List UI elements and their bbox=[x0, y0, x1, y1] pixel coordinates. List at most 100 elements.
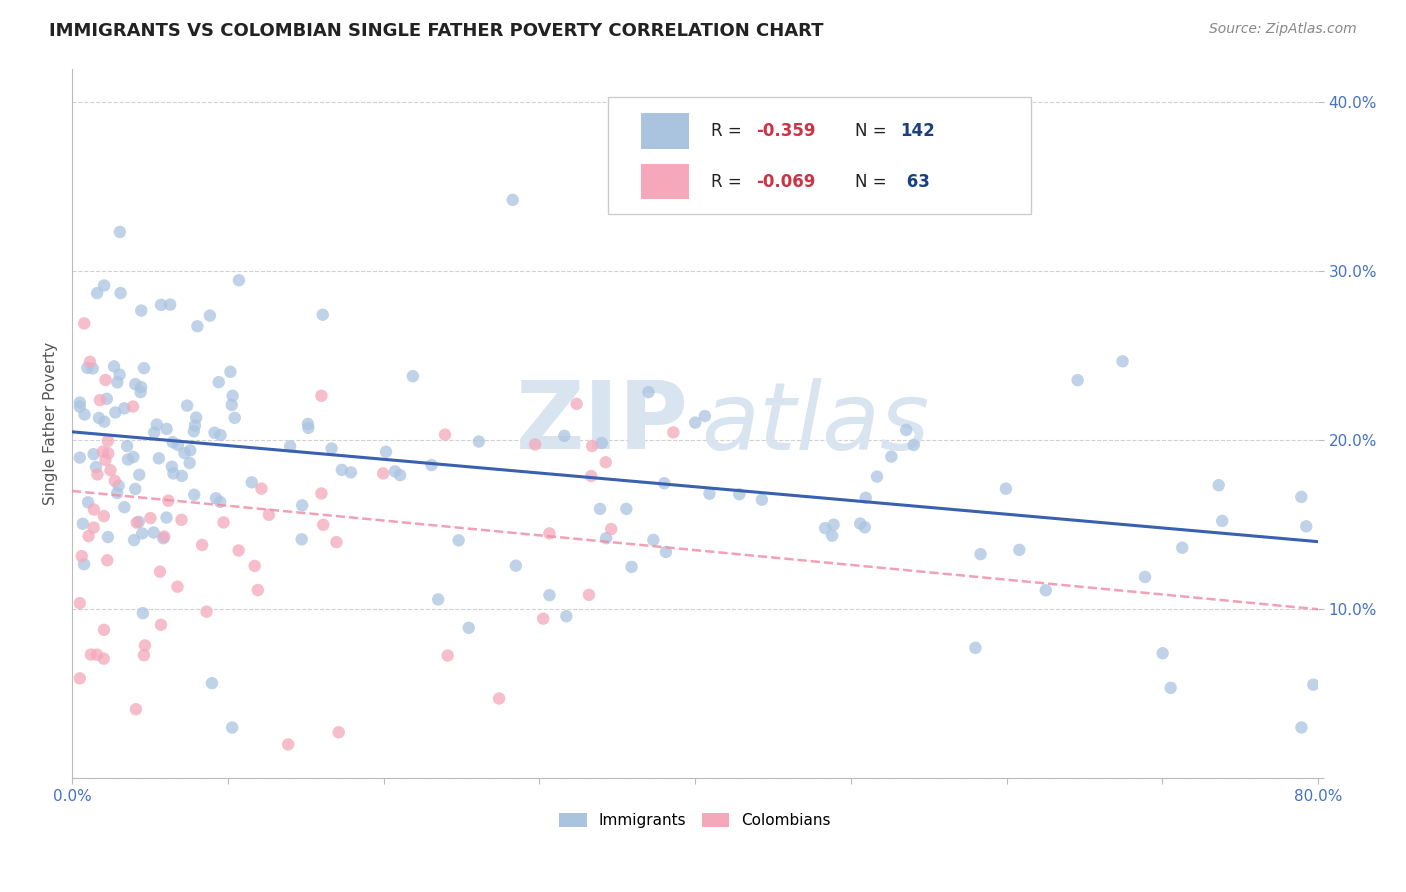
Point bbox=[166, 580, 188, 594]
Point bbox=[221, 398, 243, 412]
Point bbox=[89, 393, 111, 408]
Point bbox=[73, 558, 96, 572]
Point bbox=[183, 424, 205, 438]
Point bbox=[208, 375, 231, 389]
Point bbox=[179, 456, 201, 470]
Point bbox=[212, 516, 235, 530]
Point bbox=[103, 359, 125, 374]
Point bbox=[1171, 541, 1194, 555]
Point bbox=[579, 469, 602, 483]
Text: R =: R = bbox=[711, 122, 747, 140]
Point bbox=[221, 389, 243, 403]
Point bbox=[325, 535, 347, 549]
Point bbox=[110, 285, 132, 300]
Point bbox=[198, 309, 221, 323]
Point bbox=[538, 526, 561, 541]
Point bbox=[170, 513, 193, 527]
Point bbox=[76, 360, 98, 375]
Point bbox=[291, 498, 314, 512]
Point bbox=[311, 486, 333, 500]
Point bbox=[565, 397, 588, 411]
Point bbox=[122, 450, 145, 464]
Point bbox=[128, 467, 150, 482]
Point bbox=[903, 438, 925, 452]
Point bbox=[93, 651, 115, 665]
Point bbox=[72, 516, 94, 531]
Point bbox=[591, 436, 613, 450]
Point bbox=[505, 558, 527, 573]
Point bbox=[96, 392, 118, 406]
Text: -0.069: -0.069 bbox=[756, 173, 815, 191]
Point bbox=[1302, 678, 1324, 692]
Point bbox=[108, 225, 131, 239]
Point bbox=[880, 450, 903, 464]
Point bbox=[581, 439, 603, 453]
Point bbox=[468, 434, 491, 449]
Point bbox=[94, 453, 117, 467]
Text: -0.359: -0.359 bbox=[756, 122, 815, 140]
Point bbox=[595, 531, 617, 545]
Point bbox=[96, 553, 118, 567]
Point bbox=[531, 612, 554, 626]
Bar bbox=[641, 113, 689, 149]
Point bbox=[620, 560, 643, 574]
Point bbox=[131, 526, 153, 541]
Point bbox=[70, 549, 93, 563]
Point bbox=[152, 531, 174, 545]
Point bbox=[124, 482, 146, 496]
Point bbox=[1295, 519, 1317, 533]
Point bbox=[105, 376, 128, 390]
Point bbox=[855, 491, 877, 505]
Point bbox=[157, 493, 180, 508]
Point bbox=[160, 459, 183, 474]
Point bbox=[699, 487, 721, 501]
Point bbox=[589, 501, 612, 516]
Point bbox=[155, 422, 177, 436]
Point bbox=[595, 455, 617, 469]
Text: 63: 63 bbox=[901, 173, 929, 191]
Point bbox=[814, 521, 837, 535]
Point bbox=[79, 355, 101, 369]
Point bbox=[69, 400, 91, 414]
Point bbox=[553, 429, 575, 443]
Point bbox=[191, 538, 214, 552]
Point bbox=[201, 676, 224, 690]
Point bbox=[243, 558, 266, 573]
Point bbox=[125, 516, 148, 530]
Point bbox=[83, 502, 105, 516]
Point bbox=[93, 278, 115, 293]
Text: atlas: atlas bbox=[702, 378, 929, 469]
Point bbox=[204, 425, 226, 440]
Point bbox=[823, 517, 845, 532]
Legend: Immigrants, Colombians: Immigrants, Colombians bbox=[553, 807, 837, 834]
Point bbox=[994, 482, 1017, 496]
Point bbox=[107, 479, 129, 493]
FancyBboxPatch shape bbox=[607, 97, 1032, 214]
Point bbox=[278, 439, 301, 453]
Point bbox=[420, 458, 443, 472]
Point bbox=[86, 467, 108, 482]
Point bbox=[184, 418, 207, 433]
Point bbox=[122, 400, 145, 414]
Point bbox=[1291, 490, 1313, 504]
Point bbox=[637, 385, 659, 400]
Point bbox=[77, 529, 100, 543]
Point bbox=[655, 545, 678, 559]
Point bbox=[186, 410, 208, 425]
Point bbox=[97, 446, 120, 460]
Point bbox=[447, 533, 470, 548]
Point bbox=[224, 410, 246, 425]
Point bbox=[1160, 681, 1182, 695]
Point bbox=[965, 640, 987, 655]
Point bbox=[652, 476, 675, 491]
Point bbox=[83, 447, 105, 461]
Point bbox=[82, 361, 104, 376]
Point bbox=[115, 439, 138, 453]
Point bbox=[340, 466, 363, 480]
Point bbox=[1133, 570, 1156, 584]
Point bbox=[97, 530, 120, 544]
Point bbox=[291, 533, 314, 547]
Point bbox=[1208, 478, 1230, 492]
Point bbox=[93, 415, 115, 429]
Point bbox=[173, 446, 195, 460]
